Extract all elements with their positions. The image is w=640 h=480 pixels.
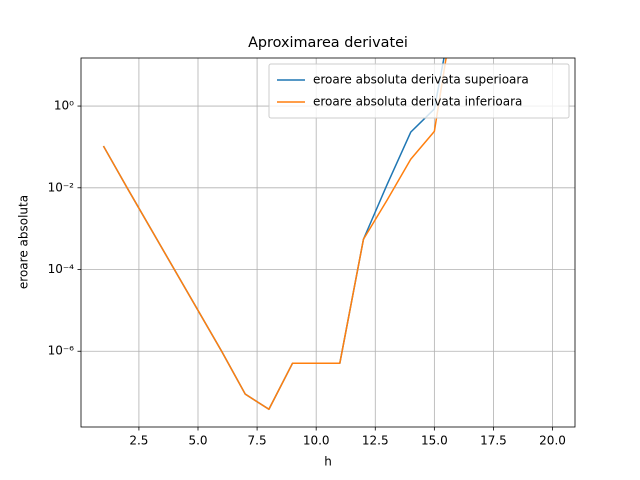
series-line — [102, 58, 447, 411]
x-tick-label: 20.0 — [539, 434, 566, 448]
ticks: 2.5 5.0 7.5 10.0 12.5 15.0 17.5 20.0 10⁻⁶ 10⁻⁴ 10⁻… — [48, 99, 566, 448]
x-tick-label: 5.0 — [188, 434, 207, 448]
legend: eroare absoluta derivata superioara eroar… — [268, 63, 570, 119]
y-axis-label: eroare absoluta — [17, 195, 31, 289]
x-tick-label: 7.5 — [248, 434, 267, 448]
x-tick-label: 15.0 — [421, 434, 448, 448]
plot-area — [81, 58, 575, 427]
lines — [102, 58, 447, 411]
axes-frame — [80, 57, 576, 428]
y-tick-label: 10⁻² — [48, 180, 75, 194]
grid — [81, 58, 575, 427]
chart-title: Aproximarea derivatei — [248, 35, 408, 51]
legend-box — [268, 63, 570, 119]
x-tick-label: 2.5 — [129, 434, 148, 448]
x-tick-label: 10.0 — [303, 434, 330, 448]
x-tick-label: 12.5 — [362, 434, 389, 448]
x-tick-label: 17.5 — [480, 434, 507, 448]
legend-label: eroare absoluta derivata superioara — [313, 73, 529, 87]
x-axis-label: h — [324, 455, 332, 469]
y-tick-label: 10⁻⁴ — [48, 262, 75, 276]
y-tick-label: 10⁻⁶ — [48, 344, 75, 358]
legend-label: eroare absoluta derivata inferioara — [313, 95, 522, 109]
y-tick-label: 10⁰ — [54, 99, 74, 113]
